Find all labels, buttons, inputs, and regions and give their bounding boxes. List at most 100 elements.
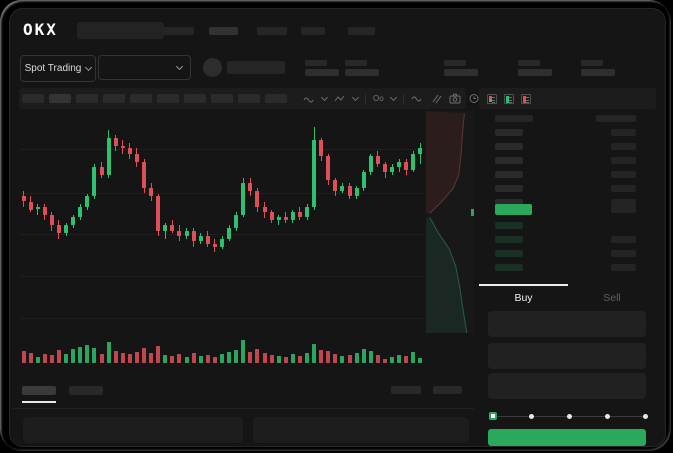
tab-buy[interactable]: Buy: [479, 288, 568, 308]
orders-tab-active[interactable]: [22, 386, 56, 395]
ask-row[interactable]: [479, 129, 656, 139]
last-price-badge: [495, 204, 532, 215]
chevron-down-icon[interactable]: [351, 93, 360, 102]
nav-item-placeholder[interactable]: [163, 27, 194, 35]
candle: [241, 182, 246, 215]
timeframe-button-placeholder[interactable]: [238, 94, 260, 103]
timeframe-button-placeholder[interactable]: [157, 94, 179, 103]
bid-price-placeholder: [495, 222, 523, 229]
line-type-icon[interactable]: [334, 93, 346, 104]
candle: [333, 180, 338, 191]
candle: [163, 225, 168, 231]
candle: [149, 188, 154, 197]
ask-price-placeholder: [495, 143, 523, 150]
candle: [156, 196, 161, 231]
volume-bar: [269, 355, 274, 363]
tab-sell-label: Sell: [603, 292, 621, 304]
indicators-icon[interactable]: Oo: [373, 94, 384, 103]
nav-item-placeholder[interactable]: [348, 27, 375, 35]
volume-bar: [262, 353, 267, 363]
history-icon[interactable]: [468, 93, 480, 104]
candle: [28, 201, 33, 210]
slider-handle[interactable]: [489, 412, 497, 420]
ask-row[interactable]: [479, 157, 656, 167]
slider-stop-dot[interactable]: [566, 413, 572, 419]
bid-row[interactable]: [479, 236, 656, 246]
search-input[interactable]: [77, 22, 164, 39]
ticker-stat-placeholder: [305, 60, 345, 76]
volume-bar: [326, 351, 331, 363]
volume-bar: [113, 351, 118, 363]
candlestick-chart[interactable]: [20, 111, 424, 335]
timeframe-button-placeholder[interactable]: [211, 94, 233, 103]
candle: [71, 217, 76, 226]
order-history-tab[interactable]: [69, 386, 103, 395]
volume-bar: [368, 351, 373, 363]
slider-stop-dot[interactable]: [604, 413, 610, 419]
ask-row[interactable]: [479, 185, 656, 195]
volume-bar: [184, 357, 189, 363]
bottom-link-placeholder[interactable]: [433, 386, 462, 394]
bid-row[interactable]: [479, 264, 656, 274]
candle: [177, 230, 182, 236]
bid-row[interactable]: [479, 222, 656, 232]
volume-bar: [205, 355, 210, 363]
slider-stop-dot[interactable]: [528, 413, 534, 419]
divider: [13, 408, 474, 409]
price-field[interactable]: [488, 311, 646, 337]
total-field[interactable]: [488, 373, 646, 399]
okx-logo[interactable]: OKX: [23, 20, 58, 39]
volume-bar: [134, 352, 139, 363]
ticker-stat-label: [581, 60, 603, 66]
candle: [184, 230, 189, 236]
chevron-down-icon[interactable]: [320, 93, 329, 102]
book-asks-icon[interactable]: [521, 93, 531, 104]
timeframe-button-placeholder[interactable]: [130, 94, 152, 103]
volume-bar: [241, 340, 246, 363]
market-type-selector[interactable]: Spot Trading: [20, 55, 96, 82]
volume-bar: [375, 355, 380, 363]
slider-stop-dot[interactable]: [642, 413, 648, 419]
ask-row[interactable]: [479, 143, 656, 153]
draw-icon[interactable]: [430, 93, 442, 104]
timeframe-button-placeholder[interactable]: [265, 94, 287, 103]
candle-style-icon[interactable]: [303, 93, 315, 104]
chevron-down-icon: [175, 62, 184, 71]
buy-submit-button[interactable]: [488, 429, 646, 446]
compare-icon[interactable]: [411, 93, 423, 104]
nav-item-placeholder[interactable]: [257, 27, 287, 35]
ticker-stat-value: [581, 69, 615, 76]
volume-bar: [71, 349, 76, 363]
bid-amount-placeholder: [611, 250, 636, 257]
timeframe-button-placeholder[interactable]: [76, 94, 98, 103]
bid-row[interactable]: [479, 250, 656, 260]
amount-field[interactable]: [488, 343, 646, 369]
volume-bar: [340, 356, 345, 363]
candle: [269, 212, 274, 221]
pair-selector-dropdown[interactable]: [98, 55, 191, 80]
volume-bar: [85, 345, 90, 363]
volume-bar: [106, 342, 111, 363]
chevron-down-icon[interactable]: [389, 93, 397, 102]
candle: [220, 238, 224, 247]
timeframe-button-placeholder[interactable]: [103, 94, 125, 103]
candle-wick: [278, 214, 280, 226]
timeframe-button-placeholder[interactable]: [22, 94, 44, 103]
volume-bar: [383, 359, 387, 363]
tab-sell[interactable]: Sell: [568, 288, 656, 308]
nav-item-placeholder[interactable]: [301, 27, 325, 35]
last-price-tick: [471, 209, 474, 216]
volume-bar: [248, 352, 253, 363]
gridline: [20, 149, 424, 150]
ask-row[interactable]: [479, 171, 656, 181]
volume-bar: [347, 355, 352, 363]
camera-icon[interactable]: [449, 93, 461, 104]
bottom-link-placeholder[interactable]: [391, 386, 421, 394]
candle: [411, 153, 416, 170]
book-bids-icon[interactable]: [504, 93, 514, 104]
ask-row[interactable]: [479, 199, 656, 209]
book-both-icon[interactable]: [487, 93, 497, 104]
nav-item-placeholder[interactable]: [209, 27, 238, 35]
timeframe-button-placeholder[interactable]: [49, 94, 71, 103]
timeframe-button-placeholder[interactable]: [184, 94, 206, 103]
